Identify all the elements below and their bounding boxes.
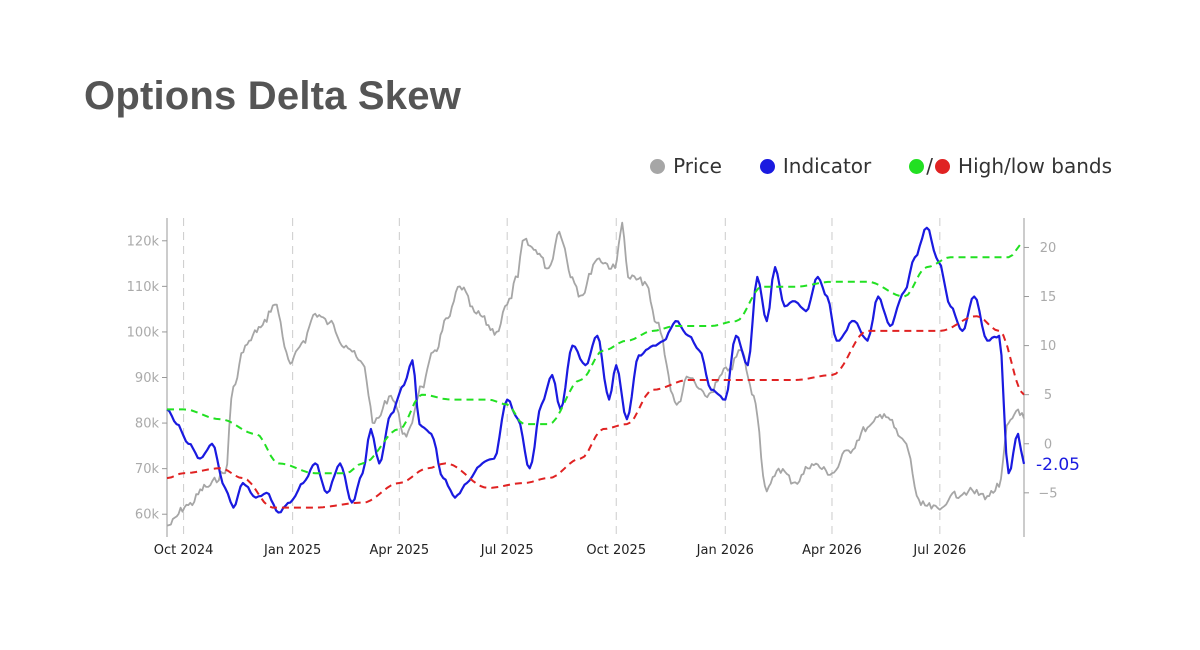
indicator-last-value-label: -2.05 (1036, 455, 1080, 475)
left-y-tick-label: 120k (127, 234, 160, 249)
x-tick-label: Jul 2026 (912, 543, 966, 558)
low-band-line (166, 315, 1025, 509)
left-y-tick-label: 100k (127, 325, 160, 340)
indicator-dot-icon (759, 158, 775, 174)
legend-label-indicator: Indicator (782, 154, 872, 178)
price-line (166, 221, 1025, 527)
legend: Price Indicator / High/low bands (650, 154, 1112, 178)
right-y-tick-label: −5 (1038, 486, 1057, 501)
x-tick-label: Oct 2024 (154, 543, 214, 558)
series (166, 221, 1026, 527)
page-title: Options Delta Skew (84, 74, 462, 118)
left-y-tick-label: 90k (135, 371, 160, 386)
left-y-tick-label: 110k (127, 280, 160, 295)
low-band-dot-icon (935, 158, 951, 174)
legend-separator: / (926, 154, 934, 178)
legend-label-price: Price (673, 154, 722, 178)
x-tick-label: Jul 2025 (480, 543, 534, 558)
legend-label-bands: High/low bands (958, 154, 1112, 178)
right-y-tick-label: 5 (1044, 388, 1052, 403)
price-dot-icon (650, 158, 666, 174)
x-tick-label: Oct 2025 (586, 543, 646, 558)
x-tick-label: Jan 2026 (696, 543, 754, 558)
legend-item-bands[interactable]: / High/low bands (909, 154, 1112, 178)
legend-item-indicator[interactable]: Indicator (759, 154, 872, 178)
right-y-tick-label: 0 (1044, 437, 1052, 452)
left-y-tick-label: 80k (135, 417, 160, 432)
axes (162, 218, 1029, 537)
high-band-dot-icon (909, 158, 925, 174)
gridlines (183, 218, 941, 537)
right-y-tick-label: 10 (1040, 339, 1057, 354)
right-y-tick-label: 20 (1040, 241, 1057, 256)
x-tick-label: Apr 2026 (802, 543, 862, 558)
labels: Oct 2024 Jan 2025 Apr 2025 Jul 2025 Oct 2025… (127, 234, 1080, 558)
x-tick-label: Jan 2025 (263, 543, 321, 558)
left-y-tick-label: 60k (135, 508, 160, 523)
left-y-tick-label: 70k (135, 462, 160, 477)
right-y-tick-label: 15 (1040, 290, 1057, 305)
legend-item-price[interactable]: Price (650, 154, 722, 178)
x-tick-label: Apr 2025 (369, 543, 429, 558)
indicator-line (166, 226, 1026, 514)
